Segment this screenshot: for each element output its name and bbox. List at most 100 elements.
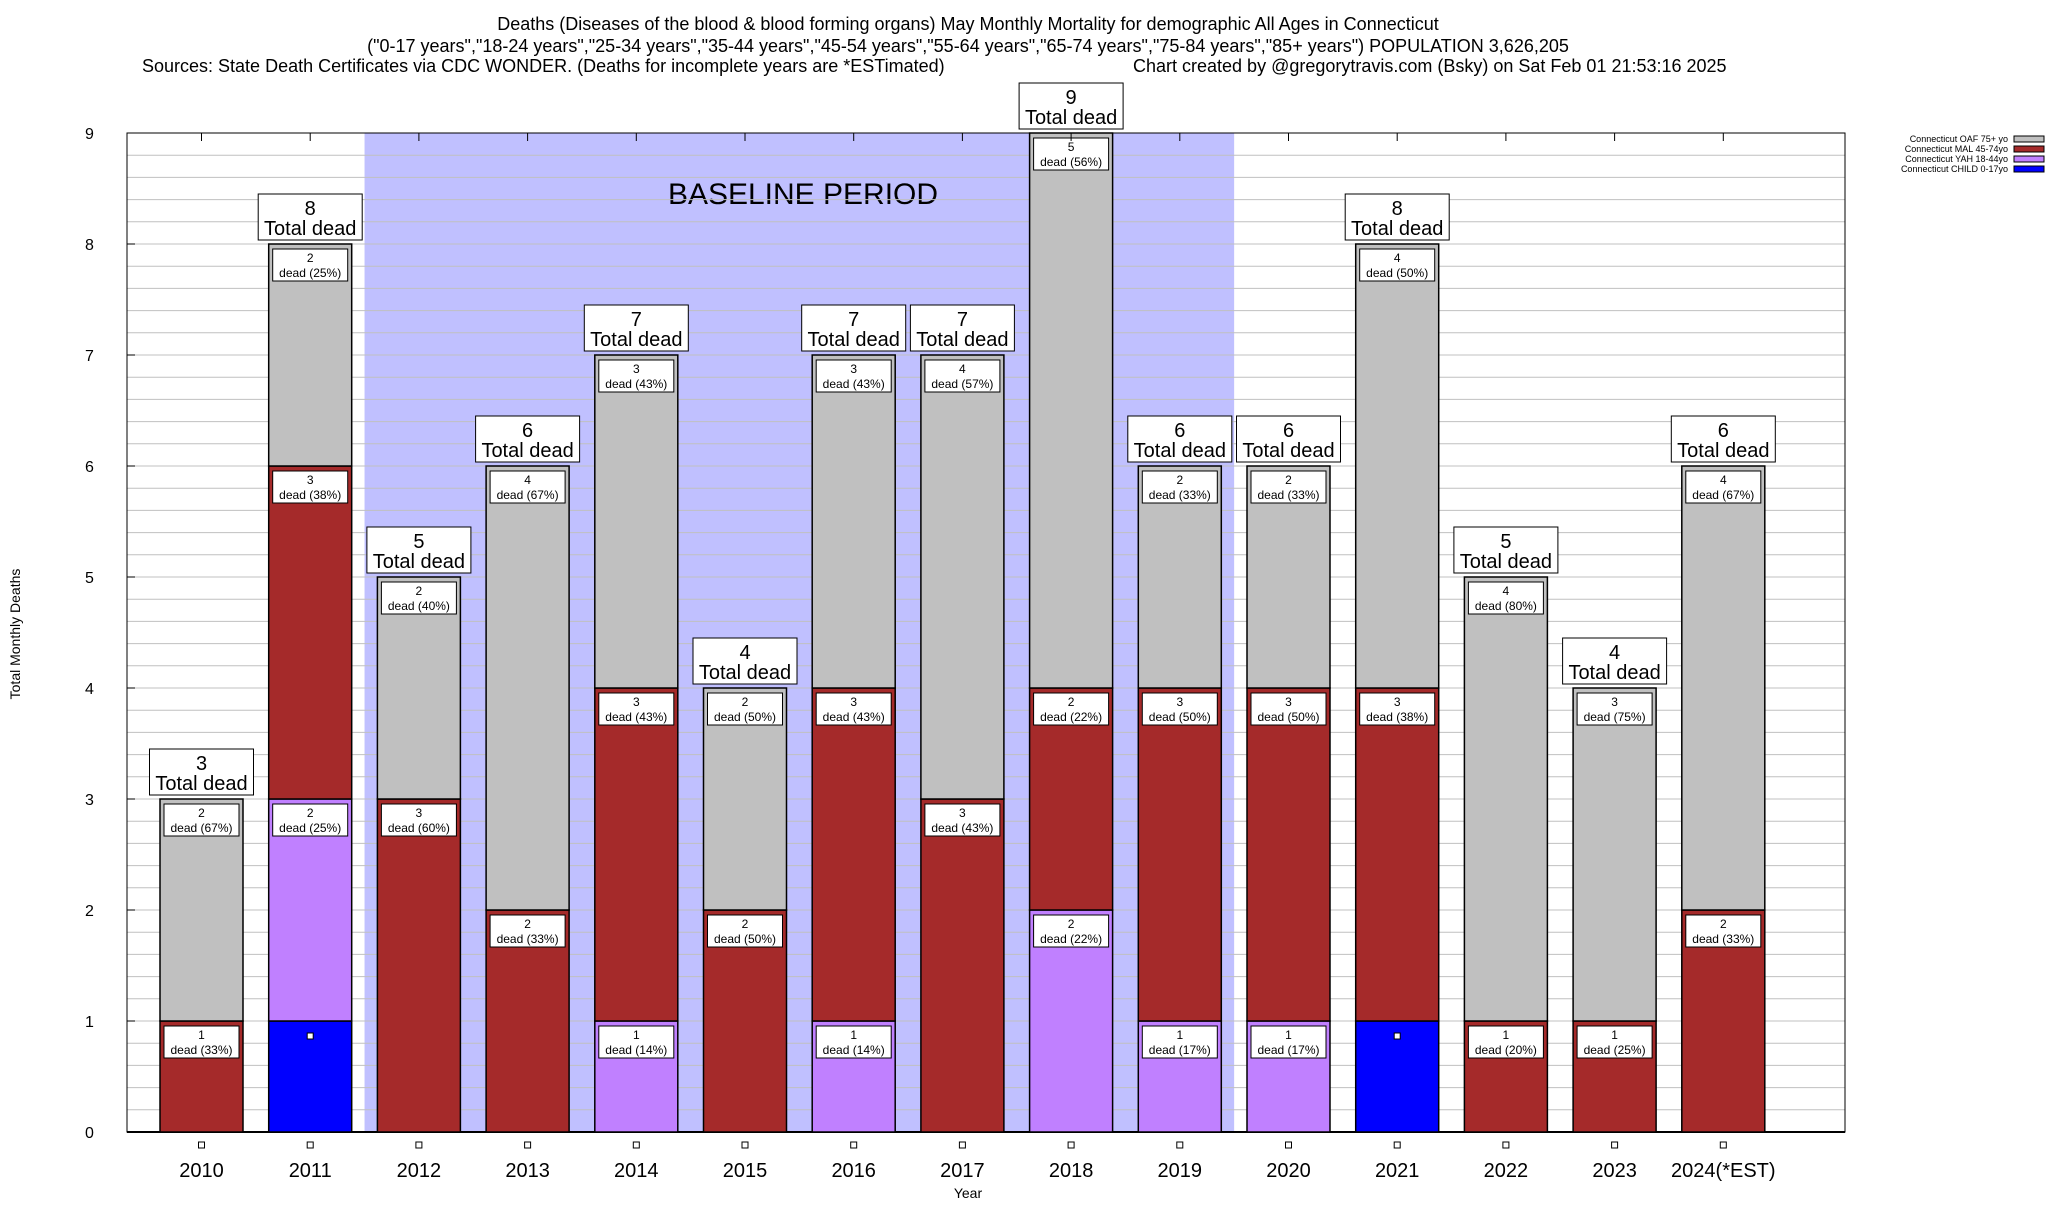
- total-label-box: [1562, 637, 1668, 685]
- total-label-box: [149, 748, 254, 796]
- segment-value-label: 2: [307, 251, 314, 265]
- chart-subtitle: ("0-17 years","18-24 years","25-34 years…: [367, 36, 1569, 56]
- total-dead-label: Total dead: [1134, 440, 1226, 462]
- y-tick-label: 1: [85, 1014, 94, 1031]
- total-dead-label: Total dead: [808, 329, 900, 351]
- segment-value-label: 4: [1503, 584, 1510, 598]
- segment-value-label: 1: [1611, 1028, 1618, 1042]
- x-tick-marker: [958, 1141, 966, 1149]
- segment-pct-label: dead (80%): [1475, 599, 1537, 613]
- total-dead-label: Total dead: [590, 329, 682, 351]
- segment-pct-label: dead (25%): [279, 266, 341, 280]
- total-dead-label: Total dead: [1677, 440, 1769, 462]
- x-axis-label: Year: [954, 1185, 983, 1200]
- x-tick-marker: [632, 1141, 640, 1149]
- total-dead-label: Total dead: [1568, 662, 1660, 684]
- total-label-box: [583, 304, 689, 352]
- segment-pct-label: dead (25%): [1584, 1043, 1646, 1057]
- segment-label-box: [1250, 470, 1327, 504]
- total-dead-label: Total dead: [699, 662, 791, 684]
- segment-label-box: [1141, 1025, 1218, 1059]
- x-tick-label: 2011: [289, 1160, 332, 1182]
- segment-label-box: [1141, 470, 1218, 504]
- y-tick-label: 4: [85, 681, 94, 698]
- segment-label-box: [1141, 692, 1218, 726]
- segment-value-label: 1: [633, 1028, 640, 1042]
- segment-value-label: 1: [1176, 1028, 1183, 1042]
- y-tick-label: 9: [85, 126, 94, 143]
- segment-value-label: 3: [959, 806, 966, 820]
- total-dead-label: Total dead: [373, 551, 465, 573]
- legend-swatch: [2013, 155, 2045, 163]
- segment-label-box: [272, 803, 349, 837]
- total-dead-label: Total dead: [1460, 551, 1552, 573]
- segment-pct-label: dead (33%): [1149, 488, 1211, 502]
- x-tick-label: 2014: [614, 1160, 659, 1182]
- total-value-label: 8: [305, 198, 316, 220]
- segment-pct-label: dead (60%): [388, 821, 450, 835]
- bar-segment: [1137, 687, 1223, 1022]
- legend-label: Connecticut MAL 45-74yo: [1905, 144, 2008, 154]
- segment-pct-label: dead (33%): [170, 1043, 232, 1057]
- total-value-label: 5: [413, 531, 424, 553]
- segment-pct-label: dead (22%): [1040, 710, 1102, 724]
- total-value-label: 8: [1392, 198, 1403, 220]
- segment-value-label: 2: [1068, 917, 1075, 931]
- segment-label-box: [1033, 692, 1110, 726]
- bar-segment: [594, 354, 679, 689]
- total-value-label: 5: [1500, 531, 1511, 553]
- y-tick-label: 2: [85, 903, 94, 920]
- total-dead-label: Total dead: [1242, 440, 1334, 462]
- segment-value-label: 1: [198, 1028, 205, 1042]
- total-label-box: [1127, 415, 1233, 463]
- x-tick-marker: [850, 1141, 858, 1149]
- segment-pct-label: dead (22%): [1040, 932, 1102, 946]
- segment-value-label: 1: [1503, 1028, 1510, 1042]
- total-dead-label: Total dead: [1351, 218, 1443, 240]
- legend-label: Connecticut YAH 18-44yo: [1905, 154, 2008, 164]
- x-tick-label: 2020: [1266, 1160, 1311, 1182]
- total-value-label: 6: [1174, 420, 1185, 442]
- legend-swatch: [2013, 165, 2045, 173]
- segment-pct-label: dead (33%): [1692, 932, 1754, 946]
- x-tick-marker: [741, 1141, 749, 1149]
- bar-segment: [594, 687, 679, 1022]
- segment-value-label: 2: [1068, 695, 1075, 709]
- segment-pct-label: dead (50%): [714, 710, 776, 724]
- segment-label-box: [598, 1025, 675, 1059]
- segment-value-label: 2: [416, 584, 423, 598]
- bar-segment: [267, 465, 353, 800]
- total-dead-label: Total dead: [264, 218, 356, 240]
- x-tick-label: 2010: [179, 1160, 224, 1182]
- total-label-box: [909, 304, 1015, 352]
- x-tick-label: 2021: [1375, 1160, 1420, 1182]
- segment-value-label: 1: [850, 1028, 857, 1042]
- total-label-box: [801, 304, 907, 352]
- segment-label-box: [924, 803, 1001, 837]
- total-value-label: 7: [957, 309, 968, 331]
- segment-pct-label: dead (25%): [279, 821, 341, 835]
- segment-label-box: [1359, 692, 1436, 726]
- bar-segment: [811, 687, 896, 1022]
- bar-segment: [485, 465, 570, 911]
- point-marker: [306, 1032, 314, 1040]
- total-value-label: 6: [1718, 420, 1729, 442]
- segment-value-label: 4: [959, 362, 966, 376]
- segment-pct-label: dead (43%): [823, 710, 885, 724]
- segment-pct-label: dead (33%): [497, 932, 559, 946]
- bar-segment: [1463, 576, 1549, 1022]
- x-tick-marker: [1719, 1141, 1727, 1149]
- y-tick-label: 6: [85, 459, 94, 476]
- total-dead-label: Total dead: [481, 440, 573, 462]
- total-value-label: 7: [631, 309, 642, 331]
- x-tick-label: 2024(*EST): [1671, 1160, 1776, 1182]
- segment-label-box: [1033, 914, 1110, 948]
- x-tick-marker: [1393, 1141, 1401, 1149]
- segment-pct-label: dead (50%): [1257, 710, 1319, 724]
- segment-value-label: 2: [742, 695, 749, 709]
- x-tick-marker: [1502, 1141, 1510, 1149]
- bar-segment: [1354, 687, 1440, 1022]
- total-dead-label: Total dead: [1025, 107, 1117, 129]
- bar-segment: [376, 798, 462, 1133]
- bar-segment: [811, 354, 896, 689]
